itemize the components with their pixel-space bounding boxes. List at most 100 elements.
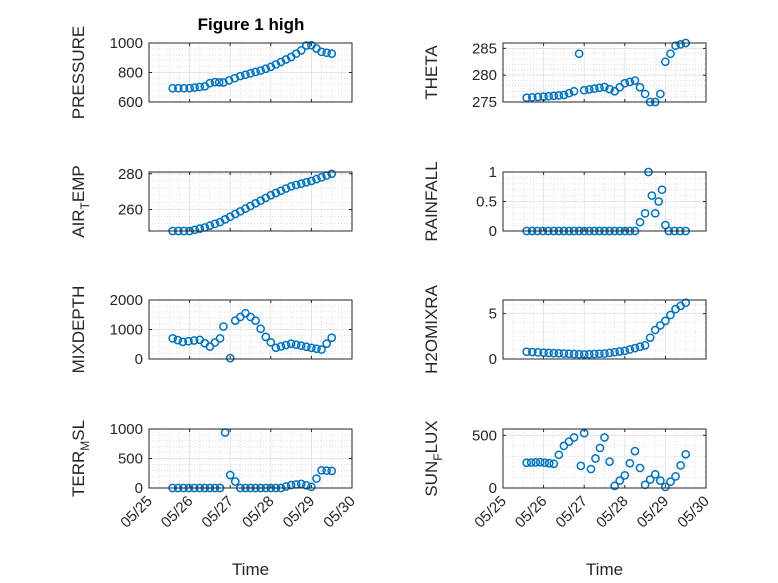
data-point xyxy=(522,458,532,468)
data-point xyxy=(681,298,691,308)
axes-box xyxy=(502,299,707,360)
y-axis-label: H2OMIXRA xyxy=(422,284,441,373)
y-tick-label: 1000 xyxy=(110,322,143,339)
data-point xyxy=(276,342,286,351)
data-point xyxy=(549,459,559,469)
axes-box xyxy=(148,171,353,232)
data-point xyxy=(168,83,178,93)
data-point xyxy=(635,217,645,227)
data-point xyxy=(531,458,541,467)
data-point xyxy=(179,83,189,93)
data-point xyxy=(276,186,286,196)
data-point xyxy=(527,93,537,102)
y-tick-label: 500 xyxy=(472,427,497,444)
data-point xyxy=(625,458,635,468)
y-tick-label: 0 xyxy=(489,351,497,368)
data-point xyxy=(317,173,326,182)
axes-box xyxy=(502,42,707,103)
data-point xyxy=(195,82,205,92)
data-point xyxy=(615,347,625,356)
series-markers xyxy=(168,308,337,363)
data-point xyxy=(544,91,554,101)
data-point xyxy=(630,76,640,85)
data-point xyxy=(281,55,291,64)
data-point xyxy=(544,348,554,358)
data-point xyxy=(251,67,260,77)
data-point xyxy=(564,349,574,359)
data-point xyxy=(640,208,650,218)
y-axis-label: SUNFLUX xyxy=(422,420,445,496)
data-point xyxy=(630,446,640,456)
data-point xyxy=(540,458,550,468)
data-point xyxy=(595,83,604,93)
data-point xyxy=(296,179,306,188)
data-point xyxy=(671,472,680,481)
data-point xyxy=(271,60,281,69)
y-tick-label: 2000 xyxy=(110,292,143,309)
data-point xyxy=(564,88,574,98)
data-point xyxy=(210,338,220,347)
data-point xyxy=(645,475,655,484)
data-point xyxy=(246,68,255,78)
data-point xyxy=(210,219,220,229)
data-point xyxy=(549,348,559,358)
data-point xyxy=(671,41,680,51)
data-point xyxy=(205,221,215,230)
data-point xyxy=(281,482,291,491)
data-point xyxy=(600,349,609,358)
data-point xyxy=(533,347,543,357)
data-point xyxy=(681,449,691,459)
y-tick-label: 280 xyxy=(472,67,497,84)
data-point xyxy=(661,316,670,326)
data-point xyxy=(327,466,337,476)
data-point xyxy=(676,39,685,49)
data-point xyxy=(296,479,306,489)
data-point xyxy=(205,78,215,88)
data-point xyxy=(655,476,665,485)
data-point xyxy=(312,174,321,184)
data-point xyxy=(184,336,193,346)
data-point xyxy=(645,333,655,343)
data-point xyxy=(230,477,240,486)
data-point xyxy=(661,482,670,492)
data-point xyxy=(657,185,667,195)
data-point xyxy=(584,85,594,94)
y-tick-label: 600 xyxy=(118,94,143,111)
data-point xyxy=(564,437,574,446)
y-tick-label: 800 xyxy=(118,65,143,82)
data-point xyxy=(579,85,589,95)
data-point xyxy=(569,349,579,359)
subplot-theta: 275 280 285 THETA xyxy=(422,38,707,111)
data-point xyxy=(271,188,281,198)
x-axis-label: Time xyxy=(586,560,623,579)
series-markers xyxy=(522,38,691,107)
data-point xyxy=(650,208,660,218)
data-point xyxy=(317,345,326,354)
data-point xyxy=(647,191,657,200)
data-point xyxy=(655,321,665,330)
y-axis-label: AIRTEMP xyxy=(69,165,92,238)
data-point xyxy=(312,474,321,483)
data-point xyxy=(261,64,271,74)
data-point xyxy=(236,71,245,81)
data-point xyxy=(549,91,559,101)
data-point xyxy=(195,224,205,233)
data-point xyxy=(301,177,311,187)
data-point xyxy=(307,482,316,492)
y-tick-label: 0 xyxy=(135,480,143,497)
data-point xyxy=(526,458,536,467)
y-tick-label: 1000 xyxy=(110,35,143,52)
data-point xyxy=(317,465,326,475)
data-point xyxy=(190,225,200,235)
data-point xyxy=(230,73,240,83)
data-point xyxy=(605,457,614,467)
data-point xyxy=(271,343,281,353)
data-point xyxy=(312,344,321,354)
data-point xyxy=(569,86,579,96)
data-point xyxy=(189,336,199,345)
data-point xyxy=(266,62,276,72)
data-point xyxy=(559,90,569,100)
y-axis-label: MIXDEPTH xyxy=(69,286,88,374)
data-point xyxy=(595,349,604,359)
